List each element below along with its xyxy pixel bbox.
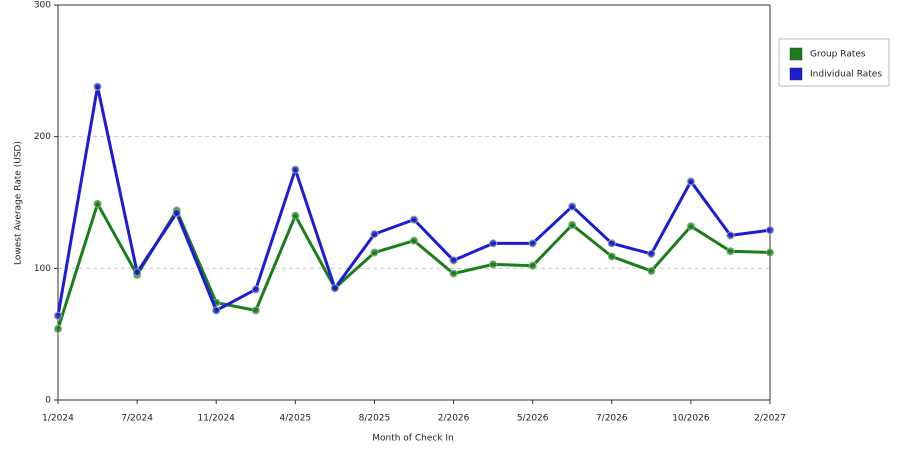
y-tick-label: 300	[34, 1, 51, 11]
series-line	[56, 85, 771, 316]
data-point	[647, 266, 656, 275]
data-point	[686, 222, 695, 231]
x-tick-label: 8/2025	[359, 414, 391, 424]
data-point	[528, 261, 537, 270]
data-point	[212, 306, 221, 315]
data-point	[172, 209, 181, 218]
data-point	[766, 226, 774, 235]
data-point	[726, 247, 735, 256]
data-point	[766, 248, 774, 257]
x-tick-label: 5/2026	[517, 414, 549, 424]
data-point	[93, 199, 102, 208]
x-tick-label: 4/2025	[279, 414, 311, 424]
plot-frame	[57, 4, 771, 401]
data-point	[251, 285, 260, 294]
x-tick-label: 7/2024	[121, 414, 153, 424]
data-point	[54, 311, 62, 320]
x-tick-label: 2/2027	[754, 414, 786, 424]
data-point	[133, 268, 142, 277]
legend-label: Individual Rates	[810, 70, 882, 80]
data-point	[410, 236, 418, 245]
data-point	[489, 239, 498, 248]
y-tick-label: 200	[34, 132, 51, 142]
data-point	[607, 239, 616, 248]
data-point	[251, 306, 260, 315]
legend-swatch	[789, 67, 803, 81]
data-point	[410, 215, 418, 224]
data-point	[726, 231, 735, 240]
data-point	[489, 260, 498, 269]
x-tick-label: 10/2026	[672, 414, 710, 424]
data-point	[291, 211, 300, 220]
data-point	[449, 256, 458, 265]
data-point	[607, 252, 616, 261]
data-point	[568, 220, 577, 229]
y-axis-title: Lowest Average Rate (USD)	[14, 141, 24, 265]
data-point	[93, 82, 102, 91]
x-tick-label: 1/2024	[42, 414, 74, 424]
data-point	[528, 239, 537, 248]
legend-label: Group Rates	[810, 50, 866, 60]
x-tick-label: 11/2024	[198, 414, 236, 424]
data-point	[647, 249, 656, 258]
data-point	[370, 230, 379, 239]
data-point	[686, 177, 695, 186]
x-tick-label: 7/2026	[596, 414, 628, 424]
y-tick-label: 0	[45, 396, 51, 406]
y-tick-label: 100	[34, 264, 51, 274]
data-point	[370, 248, 379, 257]
data-point	[291, 165, 300, 174]
x-axis-title: Month of Check In	[372, 434, 454, 444]
data-point	[449, 269, 458, 278]
x-tick-label: 2/2026	[438, 414, 470, 424]
data-point	[330, 284, 339, 293]
legend-swatch	[789, 47, 803, 61]
data-point	[54, 324, 62, 333]
data-point	[568, 202, 577, 211]
